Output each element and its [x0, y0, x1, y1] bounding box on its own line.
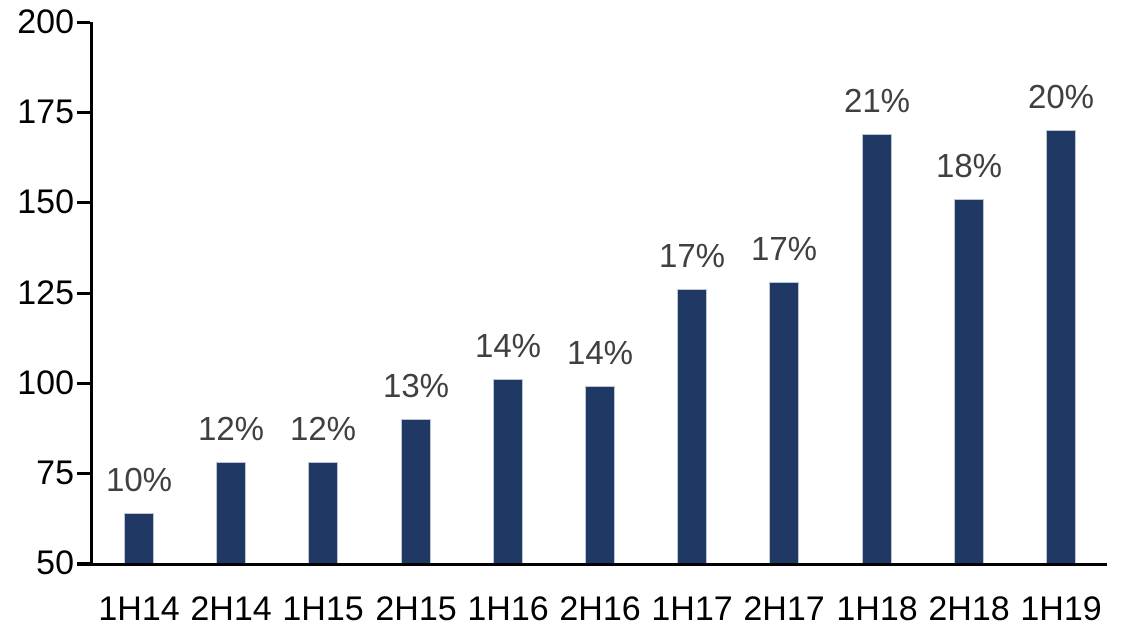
bar-1H19 [1046, 130, 1076, 563]
x-axis-category-label: 2H16 [559, 590, 641, 628]
bar-data-label: 17% [658, 237, 726, 274]
y-axis-tick [77, 111, 90, 115]
bar-data-label: 12% [289, 410, 357, 447]
bar-data-label: 18% [935, 147, 1003, 184]
bar-data-label: 21% [843, 82, 911, 119]
x-axis-category-label: 1H15 [282, 590, 364, 628]
x-axis-category-label: 1H19 [1020, 590, 1102, 628]
y-axis-line [90, 22, 93, 566]
y-axis-tick [77, 291, 90, 295]
bar-data-label: 10% [105, 461, 173, 498]
y-axis-tick-label: 50 [36, 544, 74, 582]
x-axis-category-label: 2H17 [743, 590, 825, 628]
x-axis-category-label: 1H18 [836, 590, 918, 628]
bar-1H17 [677, 289, 707, 563]
bar-data-label: 20% [1027, 78, 1095, 115]
bar-data-label: 13% [382, 367, 450, 404]
bar-1H18 [862, 134, 892, 563]
x-axis-category-label: 2H15 [375, 590, 457, 628]
bar-2H17 [769, 282, 799, 563]
x-axis-category-label: 1H14 [98, 590, 180, 628]
bar-2H15 [401, 419, 431, 563]
y-axis-tick-label: 75 [36, 453, 74, 492]
bar-2H18 [954, 199, 984, 563]
y-axis-tick-label: 200 [17, 3, 74, 41]
bar-2H14 [216, 462, 246, 563]
y-axis-tick [77, 381, 90, 385]
plot-area: 10% 12% 12% 13% 14% 14% 17% 17% 21% 18% 20% [93, 0, 1107, 563]
bar-1H14 [124, 513, 154, 563]
bar-1H16 [493, 379, 523, 563]
x-axis-category-label: 2H18 [928, 590, 1010, 628]
x-axis-category-label: 1H16 [467, 590, 549, 628]
y-axis-tick-label: 100 [17, 363, 74, 402]
bar-data-label: 14% [566, 334, 634, 371]
x-axis-category-label: 2H14 [190, 590, 272, 628]
y-axis-tick [77, 201, 90, 205]
y-axis-tick-label: 175 [17, 93, 74, 132]
bar-2H16 [585, 386, 615, 563]
y-axis-tick [77, 21, 90, 24]
bar-data-label: 14% [474, 327, 542, 364]
y-axis-tick-label: 125 [17, 273, 74, 312]
bar-data-label: 12% [197, 410, 265, 447]
bar-data-label: 17% [750, 230, 818, 267]
x-axis-category-label: 1H17 [651, 590, 733, 628]
x-axis-line [77, 563, 1107, 566]
y-axis-tick-label: 150 [17, 183, 74, 222]
y-axis-tick [77, 471, 90, 475]
bar-1H15 [308, 462, 338, 563]
